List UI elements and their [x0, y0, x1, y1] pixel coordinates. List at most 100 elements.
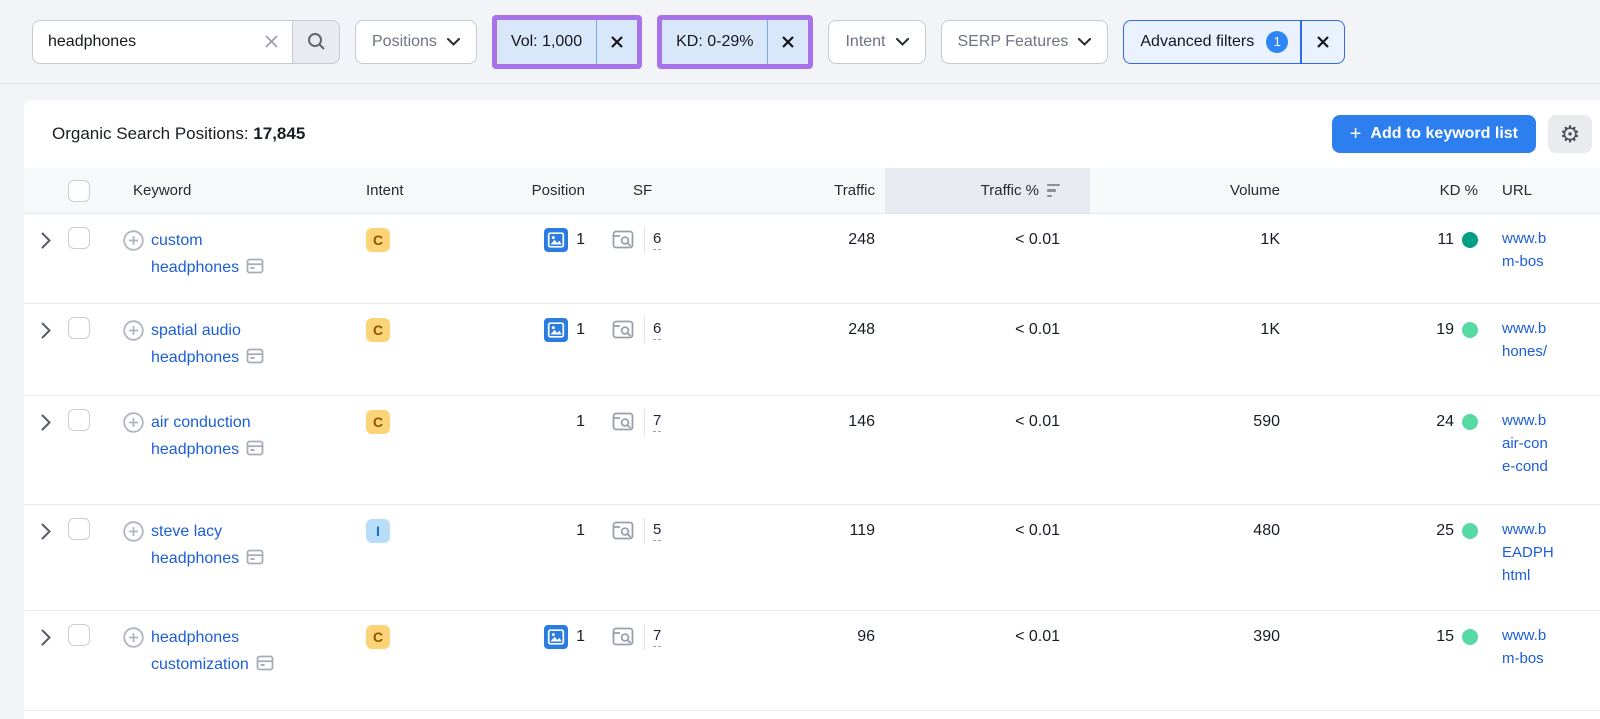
- serp-window-icon[interactable]: [245, 257, 265, 275]
- serp-snapshot-button[interactable]: [610, 227, 636, 253]
- traffic-pct-header-label: Traffic %: [980, 182, 1039, 199]
- select-all-checkbox[interactable]: [68, 179, 90, 202]
- keyword-link[interactable]: custom headphones: [151, 232, 240, 276]
- expand-column-header: [24, 168, 68, 213]
- chip-divider: [767, 19, 769, 64]
- column-header-volume[interactable]: Volume: [1229, 182, 1280, 199]
- keyword-search-group: [32, 19, 340, 64]
- kd-value: 24: [1436, 413, 1454, 430]
- serp-snapshot-button[interactable]: [610, 409, 636, 435]
- intent-badge: C: [366, 228, 390, 252]
- column-header-kd[interactable]: KD %: [1439, 182, 1478, 199]
- result-url-link[interactable]: hones/: [1502, 343, 1548, 360]
- traffic-value: 96: [857, 628, 875, 645]
- expand-row-button[interactable]: [34, 227, 58, 253]
- close-icon: [1316, 35, 1329, 48]
- result-url-link[interactable]: www.b: [1502, 230, 1547, 247]
- add-keyword-icon-button[interactable]: [122, 229, 145, 255]
- row-checkbox[interactable]: [68, 409, 90, 431]
- cell-divider: [644, 227, 645, 253]
- serp-features-count-link[interactable]: 5: [653, 521, 662, 541]
- traffic-value: 248: [848, 321, 875, 338]
- search-input[interactable]: [32, 19, 292, 64]
- add-to-keyword-list-button[interactable]: + Add to keyword list: [1331, 115, 1536, 153]
- position-value: 1: [576, 628, 585, 645]
- add-to-keyword-list-label: Add to keyword list: [1370, 125, 1518, 142]
- volume-value: 1K: [1260, 231, 1280, 248]
- clear-search-button[interactable]: [256, 20, 286, 64]
- expand-row-button[interactable]: [34, 624, 58, 650]
- volume-filter-chip[interactable]: Vol: 1,000: [496, 19, 638, 64]
- card-title-text: Organic Search Positions:: [52, 124, 249, 143]
- column-header-traffic-pct[interactable]: Traffic %: [885, 168, 1090, 213]
- kd-value: 15: [1436, 628, 1454, 645]
- result-url-link[interactable]: www.b: [1502, 521, 1547, 538]
- result-url-link[interactable]: m-bos: [1502, 650, 1544, 667]
- row-checkbox[interactable]: [68, 317, 90, 339]
- position-value: 1: [576, 413, 585, 430]
- serp-window-icon[interactable]: [245, 347, 265, 365]
- advanced-filters-count-badge: 1: [1266, 30, 1289, 53]
- table-settings-button[interactable]: ⚙: [1548, 115, 1592, 153]
- column-header-traffic[interactable]: Traffic: [834, 182, 875, 199]
- row-checkbox[interactable]: [68, 518, 90, 540]
- image-pack-icon: [544, 318, 569, 342]
- keyword-link[interactable]: spatial audio headphones: [151, 322, 241, 366]
- search-icon: [307, 33, 325, 50]
- serp-features-count-link[interactable]: 6: [653, 320, 662, 340]
- plus-icon: +: [1349, 123, 1362, 145]
- keyword-link[interactable]: headphones customization: [151, 629, 249, 673]
- column-header-position[interactable]: Position: [531, 182, 585, 199]
- result-url-link[interactable]: www.b: [1502, 320, 1547, 337]
- expand-row-button[interactable]: [34, 518, 58, 544]
- intent-filter-dropdown[interactable]: Intent: [828, 19, 926, 64]
- serp-features-count-link[interactable]: 7: [653, 412, 662, 432]
- serp-snapshot-icon: [612, 230, 634, 249]
- expand-row-button[interactable]: [34, 409, 58, 435]
- result-url-link[interactable]: www.b: [1502, 627, 1547, 644]
- add-keyword-icon-button[interactable]: [122, 411, 145, 437]
- expand-row-button[interactable]: [34, 317, 58, 343]
- remove-volume-filter-button[interactable]: [597, 20, 637, 64]
- row-checkbox[interactable]: [68, 624, 90, 646]
- positions-filter-dropdown[interactable]: Positions: [355, 19, 477, 64]
- result-url-link[interactable]: m-bos: [1502, 253, 1544, 270]
- result-url-link[interactable]: html: [1502, 567, 1531, 584]
- result-url-link[interactable]: air-con: [1502, 435, 1548, 452]
- chevron-right-icon: [41, 523, 51, 539]
- kd-filter-chip[interactable]: KD: 0-29%: [662, 19, 809, 64]
- keyword-link[interactable]: steve lacy headphones: [151, 523, 240, 567]
- add-keyword-icon-button[interactable]: [122, 626, 145, 652]
- serp-window-icon[interactable]: [245, 548, 265, 566]
- kd-level-dot: [1462, 523, 1478, 539]
- add-keyword-icon-button[interactable]: [122, 319, 145, 345]
- column-header-sf[interactable]: SF: [633, 182, 653, 199]
- serp-window-icon[interactable]: [255, 654, 275, 672]
- serp-window-icon[interactable]: [245, 439, 265, 457]
- position-value: 1: [576, 321, 585, 338]
- add-keyword-icon-button[interactable]: [122, 520, 145, 546]
- traffic-value: 146: [848, 413, 875, 430]
- result-url-link[interactable]: e-cond: [1502, 458, 1548, 475]
- remove-kd-filter-button[interactable]: [768, 20, 808, 64]
- positions-filter-label: Positions: [372, 32, 437, 50]
- serp-features-count-link[interactable]: 7: [653, 627, 662, 647]
- volume-value: 590: [1253, 413, 1280, 430]
- serp-snapshot-button[interactable]: [610, 518, 636, 544]
- row-checkbox[interactable]: [68, 227, 90, 249]
- serp-snapshot-button[interactable]: [610, 317, 636, 343]
- serp-snapshot-button[interactable]: [610, 624, 636, 650]
- serp-features-count-link[interactable]: 6: [653, 230, 662, 250]
- column-header-keyword[interactable]: Keyword: [133, 182, 192, 199]
- chevron-right-icon: [41, 232, 51, 248]
- advanced-filters-chip[interactable]: Advanced filters 1: [1123, 19, 1345, 64]
- search-button[interactable]: [292, 19, 340, 64]
- serp-features-filter-dropdown[interactable]: SERP Features: [940, 19, 1109, 64]
- result-url-link[interactable]: EADPH: [1502, 544, 1554, 561]
- remove-advanced-filters-button[interactable]: [1302, 21, 1344, 63]
- keyword-link[interactable]: air conduction headphones: [151, 414, 251, 458]
- result-url-link[interactable]: www.b: [1502, 412, 1547, 429]
- intent-badge: C: [366, 410, 390, 434]
- column-header-intent[interactable]: Intent: [366, 182, 404, 199]
- column-header-url[interactable]: URL: [1502, 182, 1533, 199]
